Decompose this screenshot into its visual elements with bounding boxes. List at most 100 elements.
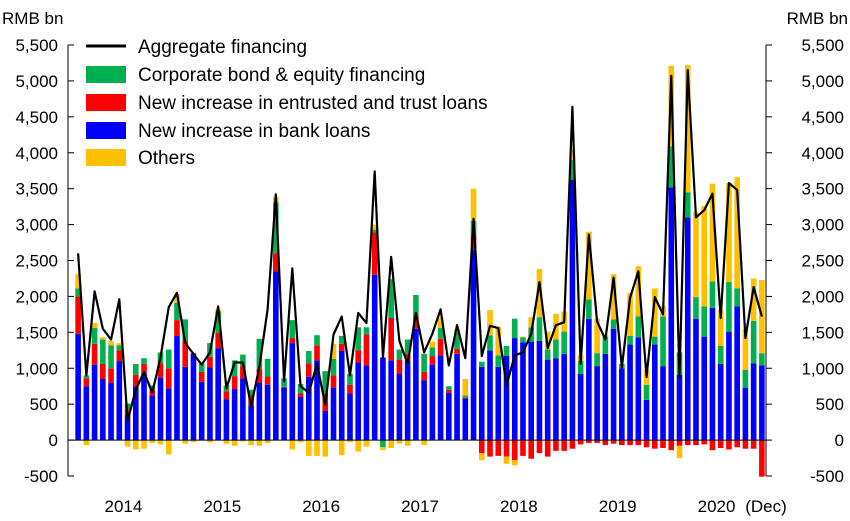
bar-segment-s0-m72 bbox=[668, 187, 675, 441]
bar-segment-s2-m8 bbox=[141, 358, 147, 364]
bar-segment-s1-m29 bbox=[314, 345, 320, 361]
bar-segment-s0-m24 bbox=[273, 271, 279, 441]
bar-segment-s2-m20 bbox=[240, 354, 246, 367]
bar-segment-s0-m14 bbox=[190, 353, 197, 441]
right-tick-label-10: 4,500 bbox=[801, 108, 844, 127]
bar-segment-s2-m78 bbox=[717, 345, 724, 364]
legend-label-corporate: Corporate bond & equity financing bbox=[138, 65, 425, 86]
bar-segment-s0-m70 bbox=[651, 344, 658, 441]
bar-segment-s3-m22 bbox=[256, 440, 263, 446]
bar-segment-s2-m3 bbox=[100, 339, 106, 364]
bar-segment-s0-m15 bbox=[198, 381, 205, 441]
bar-segment-s2-m51 bbox=[495, 355, 502, 367]
bar-segment-s0-m8 bbox=[141, 373, 147, 441]
bar-segment-s2-m33 bbox=[347, 374, 353, 385]
bar-segment-s1-m69 bbox=[643, 440, 650, 448]
bar-segment-s3-m65 bbox=[610, 274, 617, 320]
bar-segment-s1-m36 bbox=[371, 232, 378, 275]
bar-segment-s0-m3 bbox=[100, 379, 106, 441]
bar-segment-s3-m4 bbox=[108, 340, 114, 346]
left-tick-label-1: 0 bbox=[49, 431, 58, 450]
bar-segment-s3-m37 bbox=[380, 447, 386, 451]
legend-label-bank: New increase in bank loans bbox=[138, 121, 370, 142]
bar-segment-s1-m83 bbox=[759, 440, 765, 477]
bar-segment-s0-m32 bbox=[338, 351, 345, 441]
left-tick-label-4: 1,500 bbox=[15, 323, 58, 342]
bar-segment-s2-m79 bbox=[726, 282, 732, 332]
bar-segment-s3-m80 bbox=[734, 177, 740, 289]
bar-segment-s1-m60 bbox=[569, 440, 576, 449]
bar-segment-s2-m12 bbox=[174, 302, 180, 321]
bar-segment-s3-m31 bbox=[330, 343, 337, 359]
bar-segment-s2-m34 bbox=[355, 327, 362, 351]
right-tick-label-12: 5,500 bbox=[801, 36, 844, 55]
bar-segment-s2-m56 bbox=[536, 317, 543, 341]
bar-segment-s2-m58 bbox=[553, 339, 559, 359]
bar-segment-s0-m58 bbox=[553, 358, 559, 441]
bar-segment-s2-m59 bbox=[561, 331, 567, 354]
bar-segment-s2-m49 bbox=[478, 361, 485, 367]
bar-segment-s1-m2 bbox=[91, 343, 98, 365]
bar-segment-s0-m80 bbox=[734, 306, 740, 441]
bar-segment-s0-m82 bbox=[750, 363, 757, 441]
bar-segment-s0-m49 bbox=[478, 366, 485, 441]
bar-segment-s1-m73 bbox=[676, 440, 683, 446]
bar-segment-s3-m18 bbox=[223, 440, 230, 444]
bar-segment-s1-m38 bbox=[388, 317, 394, 361]
bar-segment-s2-m83 bbox=[759, 353, 765, 366]
bar-segment-s3-m27 bbox=[297, 440, 304, 443]
bar-segment-s2-m9 bbox=[149, 385, 156, 390]
bar-segment-s1-m8 bbox=[141, 363, 147, 374]
bar-segment-s2-m22 bbox=[256, 338, 263, 369]
bar-segment-s2-m64 bbox=[602, 336, 609, 354]
bar-segment-s2-m40 bbox=[404, 339, 411, 354]
bar-segment-s1-m0 bbox=[75, 296, 81, 334]
bar-segment-s0-m6 bbox=[124, 414, 131, 441]
bar-segment-s0-m21 bbox=[248, 405, 254, 441]
bar-segment-s3-m81 bbox=[742, 329, 749, 370]
bar-segment-s1-m78 bbox=[717, 440, 724, 448]
bar-segment-s2-m82 bbox=[750, 320, 757, 364]
left-tick-label-12: 5,500 bbox=[15, 36, 58, 55]
bar-segment-s0-m45 bbox=[446, 392, 452, 441]
bar-segment-s0-m54 bbox=[520, 342, 526, 441]
bar-segment-s1-m67 bbox=[627, 440, 633, 446]
bar-segment-s2-m39 bbox=[396, 349, 403, 360]
bar-segment-s0-m78 bbox=[717, 363, 724, 441]
bar-segment-s3-m28 bbox=[305, 440, 312, 456]
bar-segment-s3-m77 bbox=[709, 183, 716, 282]
x-label-1: 2015 bbox=[203, 497, 241, 516]
bar-segment-s3-m36 bbox=[371, 224, 378, 230]
bar-segment-s2-m62 bbox=[586, 299, 592, 319]
bar-segment-s1-m63 bbox=[594, 440, 600, 443]
bar-segment-s3-m38 bbox=[388, 440, 394, 448]
x-label-2: 2016 bbox=[302, 497, 340, 516]
x-label-6: 2020 bbox=[698, 497, 736, 516]
right-tick-label-2: 500 bbox=[816, 395, 844, 414]
bar-segment-s2-m75 bbox=[693, 297, 699, 319]
bar-segment-s3-m50 bbox=[487, 310, 493, 336]
right-tick-label-1: 0 bbox=[835, 431, 844, 450]
bar-segment-s0-m47 bbox=[462, 398, 469, 441]
bar-segment-s2-m4 bbox=[108, 345, 114, 369]
bar-segment-s0-m25 bbox=[281, 387, 287, 441]
bar-segment-s2-m0 bbox=[75, 288, 81, 297]
bar-segment-s1-m35 bbox=[363, 334, 370, 366]
bar-segment-s0-m71 bbox=[660, 366, 666, 441]
bar-segment-s3-m1 bbox=[83, 440, 90, 446]
bar-segment-s1-m45 bbox=[446, 389, 452, 393]
bar-segment-s1-m74 bbox=[684, 440, 691, 446]
bar-segment-s1-m71 bbox=[660, 440, 666, 448]
bar-segment-s2-m81 bbox=[742, 369, 749, 388]
bar-segment-s1-m4 bbox=[108, 368, 114, 383]
right-tick-label-0: -500 bbox=[810, 467, 844, 486]
bar-segment-s1-m64 bbox=[602, 440, 609, 446]
bar-segment-s0-m66 bbox=[619, 368, 625, 441]
right-tick-label-6: 2,500 bbox=[801, 252, 844, 271]
bar-segment-s1-m18 bbox=[223, 391, 230, 400]
bar-segment-s2-m72 bbox=[668, 146, 675, 188]
bar-segment-s0-m59 bbox=[561, 353, 567, 441]
bar-segment-s2-m53 bbox=[511, 318, 518, 339]
bar-segment-s2-m69 bbox=[643, 384, 650, 400]
bar-segment-s0-m36 bbox=[371, 274, 378, 441]
